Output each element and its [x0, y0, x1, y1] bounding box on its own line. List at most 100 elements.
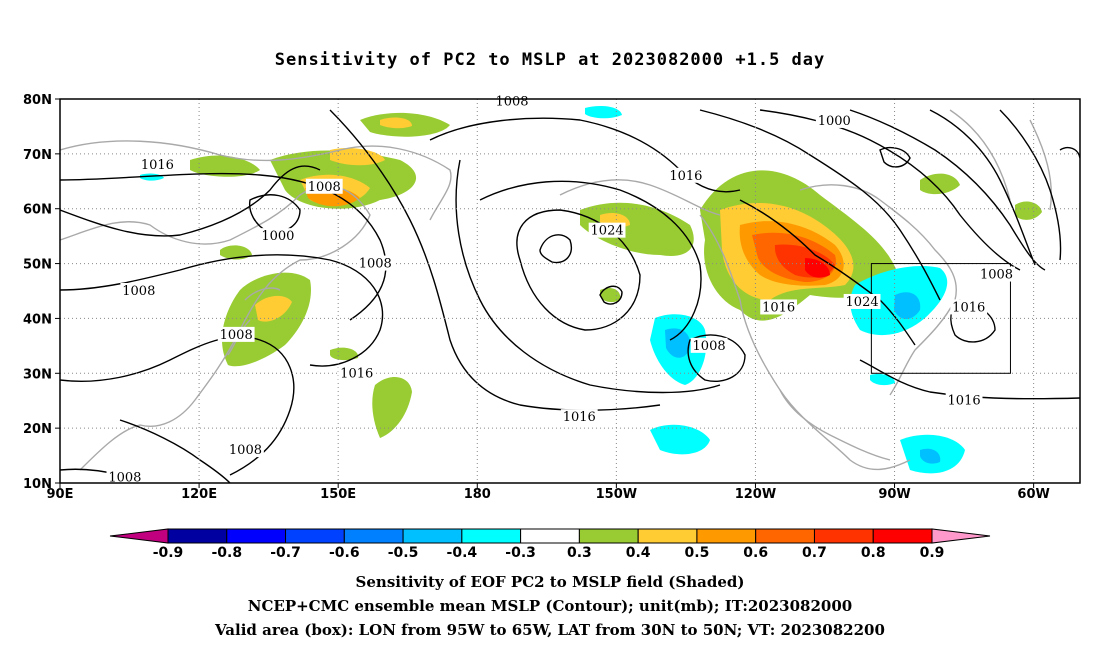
contour-label: 1008 — [495, 95, 528, 110]
contour-label-bg — [106, 469, 144, 485]
lat-tick-label: 60N — [23, 203, 52, 218]
lat-tick-label: 10N — [23, 477, 52, 492]
contour-label-bg — [338, 365, 376, 381]
contour-label: 1016 — [948, 394, 981, 409]
contour-label-bg — [588, 222, 626, 238]
contour-label-bg — [560, 409, 598, 425]
valid-area-box — [870, 263, 1011, 374]
contour-line — [455, 159, 721, 394]
coastline-north-america — [699, 214, 911, 471]
coastline-central-america — [779, 389, 891, 461]
shade-green-region — [1015, 201, 1042, 220]
contour-label: 1016 — [141, 158, 174, 173]
plot-frame — [59, 98, 1081, 484]
colorbar-label: -0.8 — [211, 545, 242, 561]
contour-line — [60, 254, 384, 367]
colorbar-swatch — [872, 528, 933, 544]
contour-label: 1008 — [359, 257, 392, 272]
coastlines — [60, 109, 1052, 471]
lon-tick-label: 90W — [878, 487, 910, 502]
caption-line-1: Sensitivity of EOF PC2 to MSLP field (Sh… — [355, 573, 745, 591]
colorbar-label: -0.3 — [505, 545, 536, 561]
contour-label: 1016 — [669, 169, 702, 184]
lat-tick-label: 30N — [23, 367, 52, 382]
colorbar-label: -0.4 — [447, 545, 478, 561]
contour-label-bg — [493, 93, 531, 109]
colorbar-swatch — [167, 528, 228, 544]
lon-tick-label: 120W — [735, 487, 776, 502]
contour-line — [516, 209, 641, 331]
contour-label: 1024 — [591, 224, 624, 239]
colorbar-label: -0.9 — [153, 545, 184, 561]
contour-label-bg — [227, 442, 264, 458]
coastline-alaska — [559, 179, 721, 216]
shade-cyan-region — [585, 106, 622, 119]
contour-line — [739, 199, 916, 346]
colorbar-swatch — [461, 528, 522, 544]
colorbar-swatch — [696, 528, 757, 544]
colorbar-swatch — [637, 528, 698, 544]
contour-line — [999, 109, 1062, 261]
colorbar-label: 0.5 — [685, 545, 710, 561]
contour-label: 1008 — [980, 268, 1013, 283]
lat-tick-label: 20N — [23, 422, 52, 437]
contour-label: 1008 — [693, 339, 726, 354]
lon-tick-label: 120E — [181, 487, 217, 502]
lat-tick-label: 50N — [23, 258, 52, 273]
axis-labels: 90E 120E 150E 180 150W 120W 90W 60W 80N 70N 60N 50N… — [23, 93, 1050, 502]
shade-lightblue-region — [665, 328, 691, 358]
shade-yellow-region — [330, 148, 385, 166]
colorbar-label: 0.6 — [743, 545, 768, 561]
contour-label-bg — [138, 156, 176, 172]
shade-green-region — [600, 288, 621, 303]
contour-line — [248, 194, 301, 234]
shade-lightblue-region — [894, 292, 921, 319]
contour-label: 1016 — [762, 300, 795, 315]
colorbar-label: -0.6 — [329, 545, 360, 561]
caption-line-3: Valid area (box): LON from 95W to 65W, L… — [215, 621, 885, 639]
shade-lightblue-region — [920, 448, 941, 464]
colorbar-label: -0.5 — [388, 545, 419, 561]
contour-label-bg — [945, 392, 983, 408]
colorbar-label: 0.4 — [626, 545, 651, 561]
contour-label-bg — [356, 255, 394, 271]
contour-line — [60, 172, 387, 321]
shade-cyan-region — [650, 424, 710, 455]
contour-line — [60, 165, 321, 237]
contour-label-bg — [667, 167, 705, 183]
colorbar-label: 0.9 — [920, 545, 945, 561]
contour-label: 1016 — [952, 300, 985, 315]
colorbar-swatch — [578, 528, 639, 544]
colorbar-label: 0.3 — [567, 545, 592, 561]
colorbar: -0.9 -0.8 -0.7 -0.6 -0.5 -0.4 -0.3 0.3 0.4 0.5 0.6… — [109, 528, 991, 561]
contour-line — [687, 334, 746, 382]
shade-green-region — [920, 173, 960, 195]
contour-line — [929, 109, 1036, 266]
lat-tick-label: 80N — [23, 93, 52, 108]
contour-label-bg — [978, 266, 1015, 282]
lon-tick-label: 150W — [596, 487, 637, 502]
contour-line — [539, 234, 572, 264]
contour-label-bg — [217, 326, 255, 342]
shade-yellow-region — [380, 117, 412, 129]
coastline-asia — [60, 185, 371, 471]
lon-tick-label: 60W — [1017, 487, 1049, 502]
colorbar-label: 0.7 — [802, 545, 827, 561]
contour-line — [1059, 146, 1080, 159]
contour-label-bg — [843, 293, 881, 309]
mslp-contours — [60, 109, 1080, 483]
contour-label: 1008 — [308, 180, 341, 195]
colorbar-high-triangle — [931, 528, 991, 544]
contour-label: 1000 — [818, 114, 851, 129]
shade-green-region — [372, 376, 412, 438]
contour-label: 1008 — [229, 443, 262, 458]
contour-label: 1008 — [122, 284, 155, 299]
contour-label-bg — [690, 337, 728, 353]
colorbar-swatch — [813, 528, 874, 544]
lat-tick-label: 40N — [23, 312, 52, 327]
contour-label-bg — [950, 299, 988, 315]
lon-tick-label: 90E — [47, 487, 74, 502]
coastline-north-asia — [60, 140, 452, 221]
contour-line — [599, 285, 623, 305]
contour-line — [879, 146, 911, 168]
